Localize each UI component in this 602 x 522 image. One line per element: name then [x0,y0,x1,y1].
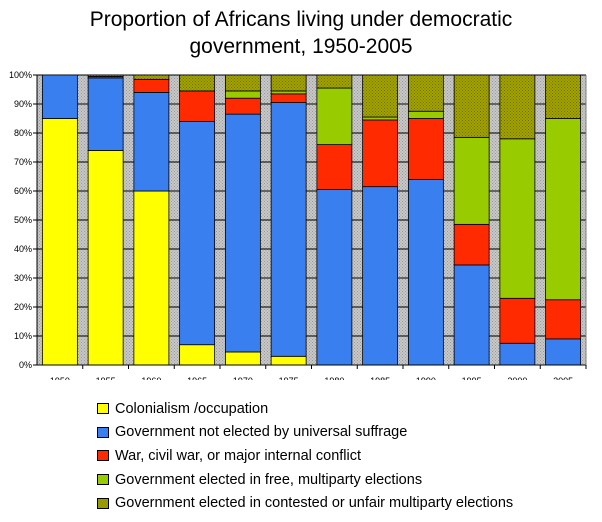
gridlines [37,74,586,337]
bar-segment-2000-4 [499,138,536,299]
bar-segment-1995-5 [453,74,490,138]
legend-item: Government elected in contested or unfai… [97,491,513,515]
bar-segment-2005-5 [545,74,582,119]
bar-segment-1970-4 [224,90,261,99]
bar-segment-1980-3 [316,144,353,190]
legend-label: Government elected in contested or unfai… [115,495,514,512]
bar-segment-1995-2 [453,264,490,366]
bar-segment-1965-5 [179,74,216,92]
x-tick-label-1995: 1995 [462,376,482,380]
y-tick-label: 80% [14,128,32,138]
bar-segment-2000-3 [499,297,536,344]
x-tick-label-1975: 1975 [279,376,299,380]
bar-segment-1985-4 [362,116,399,121]
legend-item: Government not elected by universal suff… [97,421,513,445]
bar-segment-1990-3 [407,118,444,180]
bar-segment-1990-5 [407,74,444,112]
x-tick-label-1965: 1965 [187,376,207,380]
bar-segment-1950-1 [41,118,78,366]
bar-segment-1955-2 [87,77,124,151]
x-tick-label-2000: 2000 [507,376,527,380]
bar-segment-1970-5 [224,74,261,92]
x-tick-label-1990: 1990 [416,376,436,380]
bar-segment-1975-3 [270,93,307,103]
bar-segment-1990-4 [407,110,444,119]
x-tick-label-1950: 1950 [50,376,70,380]
legend-swatch [97,403,109,415]
bars [41,74,582,366]
bar-segment-1995-3 [453,223,490,266]
bar-segment-1995-4 [453,136,490,225]
chart-title-line-2: government, 1950-2005 [189,35,413,58]
legend-label: Government not elected by universal suff… [115,424,408,441]
stacked-bar-chart: 0%10%20%30%40%50%60%70%80%90%100% 195019… [9,70,587,380]
x-tick-label-1955: 1955 [96,376,116,380]
bar-segment-1980-5 [316,74,353,89]
bar-segment-1960-5 [133,74,170,80]
legend-swatch [97,474,109,486]
x-tick-label-2005: 2005 [553,376,573,380]
bar-segment-2000-2 [499,342,536,366]
bar-segment-1975-4 [270,90,307,95]
chart-title-line-1: Proportion of Africans living under demo… [89,8,513,31]
bar-segment-1985-2 [362,186,399,366]
bar-segment-1965-1 [179,344,216,366]
bar-segment-1960-2 [133,92,170,192]
legend-item: Government elected in free, multiparty e… [97,468,513,492]
bar-segment-1955-1 [87,149,124,366]
bar-segment-1985-3 [362,119,399,188]
y-tick-label: 20% [14,302,32,312]
y-tick-label: 10% [14,331,32,341]
bar-segment-2005-3 [545,299,582,340]
x-tick-label-1960: 1960 [141,376,161,380]
y-tick-label: 60% [14,186,32,196]
bar-segment-1960-1 [133,190,170,366]
legend-item: War, civil war, or major internal confli… [97,444,513,468]
legend-swatch [97,426,109,438]
bar-segment-1975-2 [270,102,307,357]
bar-segment-1970-2 [224,113,261,353]
legend: Colonialism /occupation Government not el… [97,397,513,515]
bar-segment-1975-1 [270,355,307,366]
bar-segment-1970-1 [224,351,261,366]
bar-segment-1990-2 [407,178,444,366]
bar-segment-1985-5 [362,74,399,118]
x-tick-label-1980: 1980 [324,376,344,380]
bar-segment-1975-5 [270,74,307,92]
bar-segment-1965-2 [179,121,216,346]
bar-segment-1970-3 [224,97,261,115]
y-tick-label: 40% [14,244,32,254]
legend-label: War, civil war, or major internal confli… [115,447,362,464]
x-tick-label-1970: 1970 [233,376,253,380]
y-tick-label: 50% [14,215,32,225]
bar-segment-1960-3 [133,78,170,93]
legend-swatch [97,450,109,462]
legend-item: Colonialism /occupation [97,397,513,421]
bar-segment-1950-2 [41,74,78,119]
bar-segment-2000-5 [499,74,536,140]
bar-segment-1980-4 [316,87,353,146]
chart-title: Proportion of Africans living under demo… [0,6,602,60]
bar-segment-1965-3 [179,90,216,122]
y-tick-labels: 0% 10% 20% 30% 40% 50% 60% 70% 80% 90% 100% [9,70,32,370]
x-tick-label-1985: 1985 [370,376,390,380]
legend-label: Colonialism /occupation [115,400,269,417]
x-tick-labels: 1950 1955 1960 1965 1970 1975 1980 1985 1990 1995… [50,376,573,380]
bar-segment-2005-2 [545,338,582,366]
y-tick-label: 30% [14,273,32,283]
y-tick-label: 100% [9,70,32,80]
bar-segment-2005-4 [545,118,582,301]
y-tick-label: 70% [14,157,32,167]
axes [33,74,587,369]
y-tick-label: 90% [14,99,32,109]
bar-segment-1980-2 [316,189,353,366]
legend-label: Government elected in free, multiparty e… [115,471,423,488]
legend-swatch [97,497,109,509]
y-tick-label: 0% [19,360,32,370]
bar-segment-1955-5 [87,74,124,77]
